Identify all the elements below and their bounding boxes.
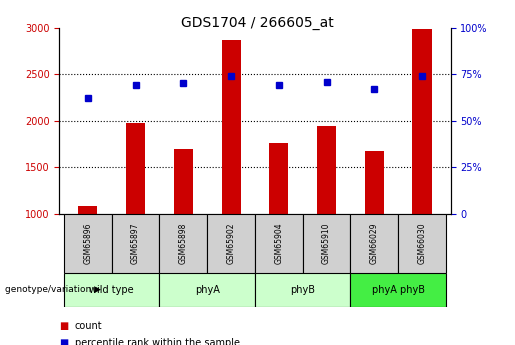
Text: phyA phyB: phyA phyB xyxy=(372,285,425,295)
Bar xyxy=(221,40,241,214)
Bar xyxy=(174,149,193,214)
Bar xyxy=(303,214,350,273)
Bar xyxy=(160,273,255,307)
Text: wild type: wild type xyxy=(90,285,134,295)
Bar xyxy=(413,29,432,214)
Text: ■: ■ xyxy=(59,338,68,345)
Bar xyxy=(160,214,207,273)
Bar xyxy=(64,273,160,307)
Bar xyxy=(350,273,446,307)
Bar xyxy=(207,214,255,273)
Text: GSM65898: GSM65898 xyxy=(179,223,188,264)
Bar xyxy=(255,273,350,307)
Bar xyxy=(112,214,160,273)
Bar xyxy=(255,214,303,273)
Bar xyxy=(350,214,398,273)
Text: ■: ■ xyxy=(59,321,68,331)
Text: count: count xyxy=(75,321,102,331)
Text: GSM65904: GSM65904 xyxy=(274,223,283,264)
Text: GSM65896: GSM65896 xyxy=(83,223,92,264)
Text: genotype/variation ▶: genotype/variation ▶ xyxy=(5,285,101,294)
Bar xyxy=(78,206,97,214)
Bar xyxy=(317,126,336,214)
Bar xyxy=(398,214,446,273)
Text: percentile rank within the sample: percentile rank within the sample xyxy=(75,338,239,345)
Text: GSM65910: GSM65910 xyxy=(322,223,331,264)
Text: phyB: phyB xyxy=(290,285,315,295)
Text: GSM65897: GSM65897 xyxy=(131,223,140,264)
Bar xyxy=(64,214,112,273)
Bar xyxy=(269,143,288,214)
Text: GSM66029: GSM66029 xyxy=(370,223,379,264)
Bar xyxy=(365,150,384,214)
Text: phyA: phyA xyxy=(195,285,219,295)
Text: GDS1704 / 266605_at: GDS1704 / 266605_at xyxy=(181,16,334,30)
Text: GSM65902: GSM65902 xyxy=(227,223,235,264)
Text: GSM66030: GSM66030 xyxy=(418,223,426,264)
Bar xyxy=(126,122,145,214)
